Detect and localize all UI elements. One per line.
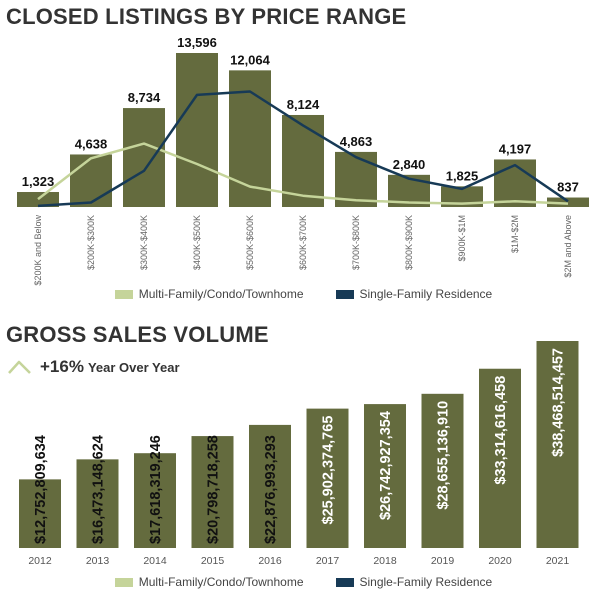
sales-bar-4 bbox=[249, 424, 291, 548]
bar-value-label-8: 1,825 bbox=[446, 168, 479, 183]
legend-item-single-family: Single-Family Residence bbox=[335, 287, 493, 301]
year-label-4: 2016 bbox=[258, 555, 282, 567]
sales-bar-6 bbox=[364, 404, 406, 548]
category-label-6: $700K-$800K bbox=[351, 215, 361, 270]
category-label-3: $400K-$500K bbox=[192, 215, 202, 270]
category-label-2: $300K-$400K bbox=[139, 215, 149, 270]
bar-value-label-3: 13,596 bbox=[177, 35, 217, 50]
bar-5 bbox=[282, 114, 324, 207]
yoy-indicator: +16% Year Over Year bbox=[8, 355, 180, 379]
sales-value-label-3: $20,798,718,258 bbox=[206, 435, 222, 544]
bar-value-label-6: 4,863 bbox=[340, 134, 373, 149]
bar-value-label-7: 2,840 bbox=[393, 157, 426, 172]
closed-listings-legend: Multi-Family/Condo/Townhome Single-Famil… bbox=[0, 287, 607, 301]
year-label-9: 2021 bbox=[546, 555, 570, 567]
year-label-3: 2015 bbox=[201, 555, 225, 567]
closed-listings-title: CLOSED LISTINGS BY PRICE RANGE bbox=[6, 4, 407, 29]
category-label-0: $200K and Below bbox=[33, 215, 43, 286]
legend-label-multi-family-2: Multi-Family/Condo/Townhome bbox=[138, 575, 304, 589]
gross-sales-legend: Multi-Family/Condo/Townhome Single-Famil… bbox=[0, 575, 607, 589]
bar-10 bbox=[547, 197, 589, 207]
sales-bar-7 bbox=[421, 393, 464, 548]
sales-bar-2 bbox=[134, 453, 176, 548]
legend-label-multi-family: Multi-Family/Condo/Townhome bbox=[138, 287, 304, 301]
bar-value-label-4: 12,064 bbox=[230, 52, 271, 67]
sales-bar-3 bbox=[191, 436, 234, 548]
sales-value-label-8: $33,314,616,458 bbox=[493, 376, 509, 485]
year-label-2: 2014 bbox=[143, 555, 167, 567]
yoy-label: Year Over Year bbox=[87, 359, 180, 375]
year-label-0: 2012 bbox=[28, 555, 52, 567]
sales-bar-1 bbox=[76, 459, 119, 548]
sales-value-label-5: $25,902,374,765 bbox=[321, 416, 337, 525]
legend-label-single-family: Single-Family Residence bbox=[359, 287, 493, 301]
yoy-percent: +16% bbox=[40, 357, 84, 376]
bar-value-label-0: 1,323 bbox=[22, 174, 55, 189]
bar-3 bbox=[176, 53, 218, 207]
bar-0 bbox=[17, 192, 59, 207]
category-label-9: $1M-$2M bbox=[510, 215, 520, 253]
series-line-0 bbox=[37, 142, 569, 205]
bar-value-label-5: 8,124 bbox=[287, 97, 320, 112]
sales-value-label-9: $38,468,514,457 bbox=[551, 348, 567, 457]
year-label-5: 2017 bbox=[316, 555, 340, 567]
bar-9 bbox=[494, 159, 536, 207]
category-label-10: $2M and Above bbox=[563, 215, 573, 278]
sales-value-label-2: $17,618,319,246 bbox=[148, 435, 164, 544]
sales-value-label-7: $28,655,136,910 bbox=[436, 401, 452, 510]
gross-sales-title: GROSS SALES VOLUME bbox=[6, 322, 269, 347]
sales-bar-9 bbox=[536, 341, 579, 548]
series-line-1 bbox=[37, 90, 569, 208]
bar-1 bbox=[70, 154, 112, 207]
sales-value-label-4: $22,876,993,293 bbox=[263, 435, 279, 544]
legend-item-multi-family: Multi-Family/Condo/Townhome bbox=[114, 287, 304, 301]
bar-8 bbox=[441, 186, 483, 207]
sales-value-label-1: $16,473,148,624 bbox=[91, 435, 107, 544]
legend-label-single-family-2: Single-Family Residence bbox=[359, 575, 493, 589]
legend-item-multi-family-2: Multi-Family/Condo/Townhome bbox=[114, 575, 304, 589]
multi-family-swatch-2 bbox=[114, 577, 133, 587]
single-family-swatch-2 bbox=[335, 577, 354, 587]
bar-value-label-2: 8,734 bbox=[128, 90, 161, 105]
category-label-5: $600K-$700K bbox=[298, 215, 308, 270]
year-label-6: 2018 bbox=[373, 555, 397, 567]
category-label-7: $800K-$900K bbox=[404, 215, 414, 270]
bar-2 bbox=[123, 108, 165, 207]
sales-value-label-0: $12,752,809,634 bbox=[33, 435, 49, 544]
year-label-1: 2013 bbox=[86, 555, 110, 567]
legend-item-single-family-2: Single-Family Residence bbox=[335, 575, 493, 589]
bar-value-label-9: 4,197 bbox=[499, 141, 532, 156]
category-label-8: $900K-$1M bbox=[457, 215, 467, 262]
sales-value-label-6: $26,742,927,354 bbox=[378, 411, 394, 520]
sales-bar-0 bbox=[19, 479, 61, 548]
bar-value-label-10: 837 bbox=[557, 180, 579, 195]
sales-bar-5 bbox=[306, 408, 349, 548]
category-label-1: $200K-$300K bbox=[86, 215, 96, 270]
single-family-swatch bbox=[335, 289, 354, 299]
sales-bar-8 bbox=[479, 368, 521, 548]
trend-up-icon bbox=[8, 360, 31, 374]
year-label-8: 2020 bbox=[488, 555, 512, 567]
bar-value-label-1: 4,638 bbox=[75, 136, 108, 151]
closed-listings-chart: 1,323 $200K and Below 4,638 $200K-$300K 8,73… bbox=[17, 35, 589, 286]
multi-family-swatch bbox=[114, 289, 133, 299]
gross-sales-chart: $12,752,809,634 2012 $16,473,148,624 2013 $1… bbox=[19, 341, 579, 567]
year-label-7: 2019 bbox=[431, 555, 455, 567]
category-label-4: $500K-$600K bbox=[245, 215, 255, 270]
